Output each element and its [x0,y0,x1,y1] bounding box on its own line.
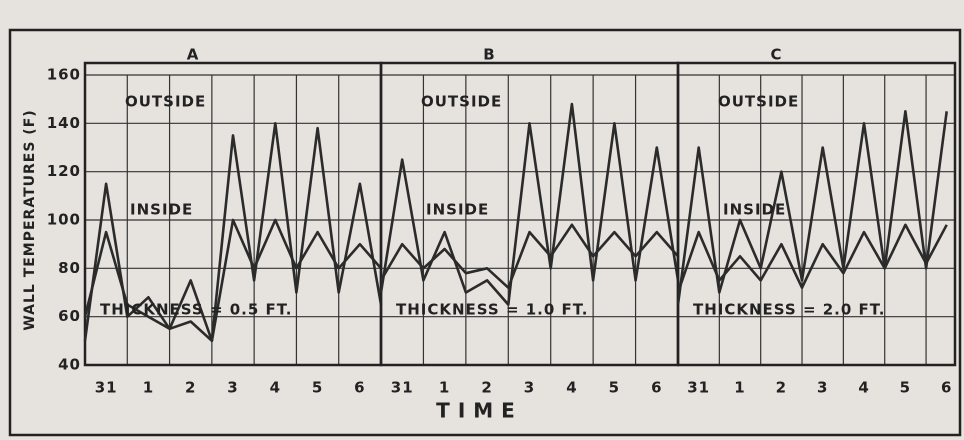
x-tick-label: 2 [185,379,196,397]
x-axis-label: TIME [436,399,523,423]
y-tick-label: 60 [58,307,81,325]
x-tick-label: 6 [651,379,662,397]
y-axis-label: WALL TEMPERATURES (F) [22,109,38,330]
y-tick-label: 160 [47,66,81,84]
panel-frame [676,61,957,367]
annotation: THICKNESS = 2.0 FT. [693,301,885,319]
x-tick-label: 6 [941,379,952,397]
x-tick-label: 4 [270,379,281,397]
series-line [83,122,383,343]
series-label: OUTSIDE [125,93,206,111]
panel-title: A [187,46,200,64]
series-line [379,223,679,289]
panel-title: B [483,46,495,64]
x-tick-label: 3 [227,379,238,397]
series-line [676,110,948,305]
x-tick-label: 31 [95,379,118,397]
x-tick-label: 1 [143,379,154,397]
y-tick-label: 140 [47,114,81,132]
series-label: INSIDE [130,201,193,219]
series-label: INSIDE [426,201,489,219]
x-tick-label: 5 [312,379,323,397]
x-tick-label: 31 [687,379,710,397]
x-tick-label: 3 [817,379,828,397]
x-tick-label: 2 [776,379,787,397]
y-tick-label: 80 [58,259,81,277]
outer-frame [8,28,962,437]
x-tick-label: 31 [391,379,414,397]
x-tick-label: 5 [900,379,911,397]
series-line [676,223,948,293]
x-tick-label: 4 [566,379,577,397]
x-tick-label: 1 [734,379,745,397]
annotation: THICKNESS = 0.5 FT. [100,301,292,319]
series-label: OUTSIDE [421,93,502,111]
x-tick-label: 2 [481,379,492,397]
annotation: THICKNESS = 1.0 FT. [396,301,588,319]
series-line [379,102,680,306]
y-tick-label: 100 [47,211,81,229]
x-tick-label: 1 [439,379,450,397]
x-tick-label: 4 [858,379,869,397]
y-tick-label: 120 [47,162,81,180]
x-tick-label: 6 [354,379,365,397]
y-tick-label: 40 [58,356,81,374]
panel-title: C [770,46,782,64]
series-line [83,218,382,343]
series-label: OUTSIDE [718,93,799,111]
series-label: INSIDE [723,201,786,219]
x-tick-label: 3 [524,379,535,397]
x-tick-label: 5 [609,379,620,397]
